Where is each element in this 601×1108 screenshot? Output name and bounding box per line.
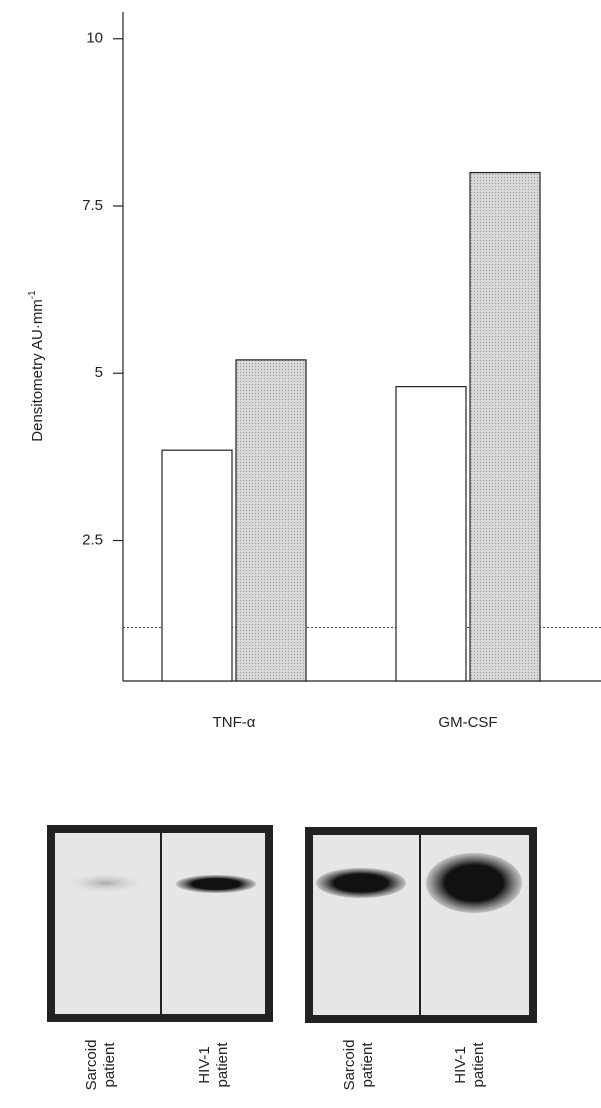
- x-tick-label: GM-CSF: [438, 714, 497, 731]
- lane-label: patient: [101, 1042, 118, 1088]
- lane-label: Sarcoid: [341, 1040, 358, 1091]
- y-tick-label: 7.5: [82, 197, 103, 214]
- bar: [469, 171, 541, 682]
- y-tick-label: 10: [86, 30, 103, 47]
- lane-label: Sarcoid: [83, 1040, 100, 1091]
- lane-label: patient: [359, 1042, 376, 1088]
- blot-band: [176, 875, 256, 893]
- bar: [395, 386, 467, 682]
- lane-label: HIV-1: [452, 1046, 469, 1084]
- lane-label: patient: [214, 1042, 231, 1088]
- bar: [235, 359, 307, 682]
- lane-label: patient: [470, 1042, 487, 1088]
- blot-panel: [47, 825, 537, 1023]
- y-tick-label: 5: [95, 364, 103, 381]
- lane-labels: Sarcoid patient HIV-1 patient Sarcoid pa…: [83, 1040, 487, 1091]
- lane-label: HIV-1: [196, 1046, 213, 1084]
- blot-band: [426, 853, 522, 913]
- bar: [161, 449, 233, 682]
- blot-band: [66, 873, 146, 893]
- y-tick-label: 2.5: [82, 531, 103, 548]
- y-axis-label: Densitometry AU·mm-1: [27, 290, 46, 442]
- x-tick-label: TNF-α: [213, 714, 256, 731]
- blot-band: [316, 868, 406, 898]
